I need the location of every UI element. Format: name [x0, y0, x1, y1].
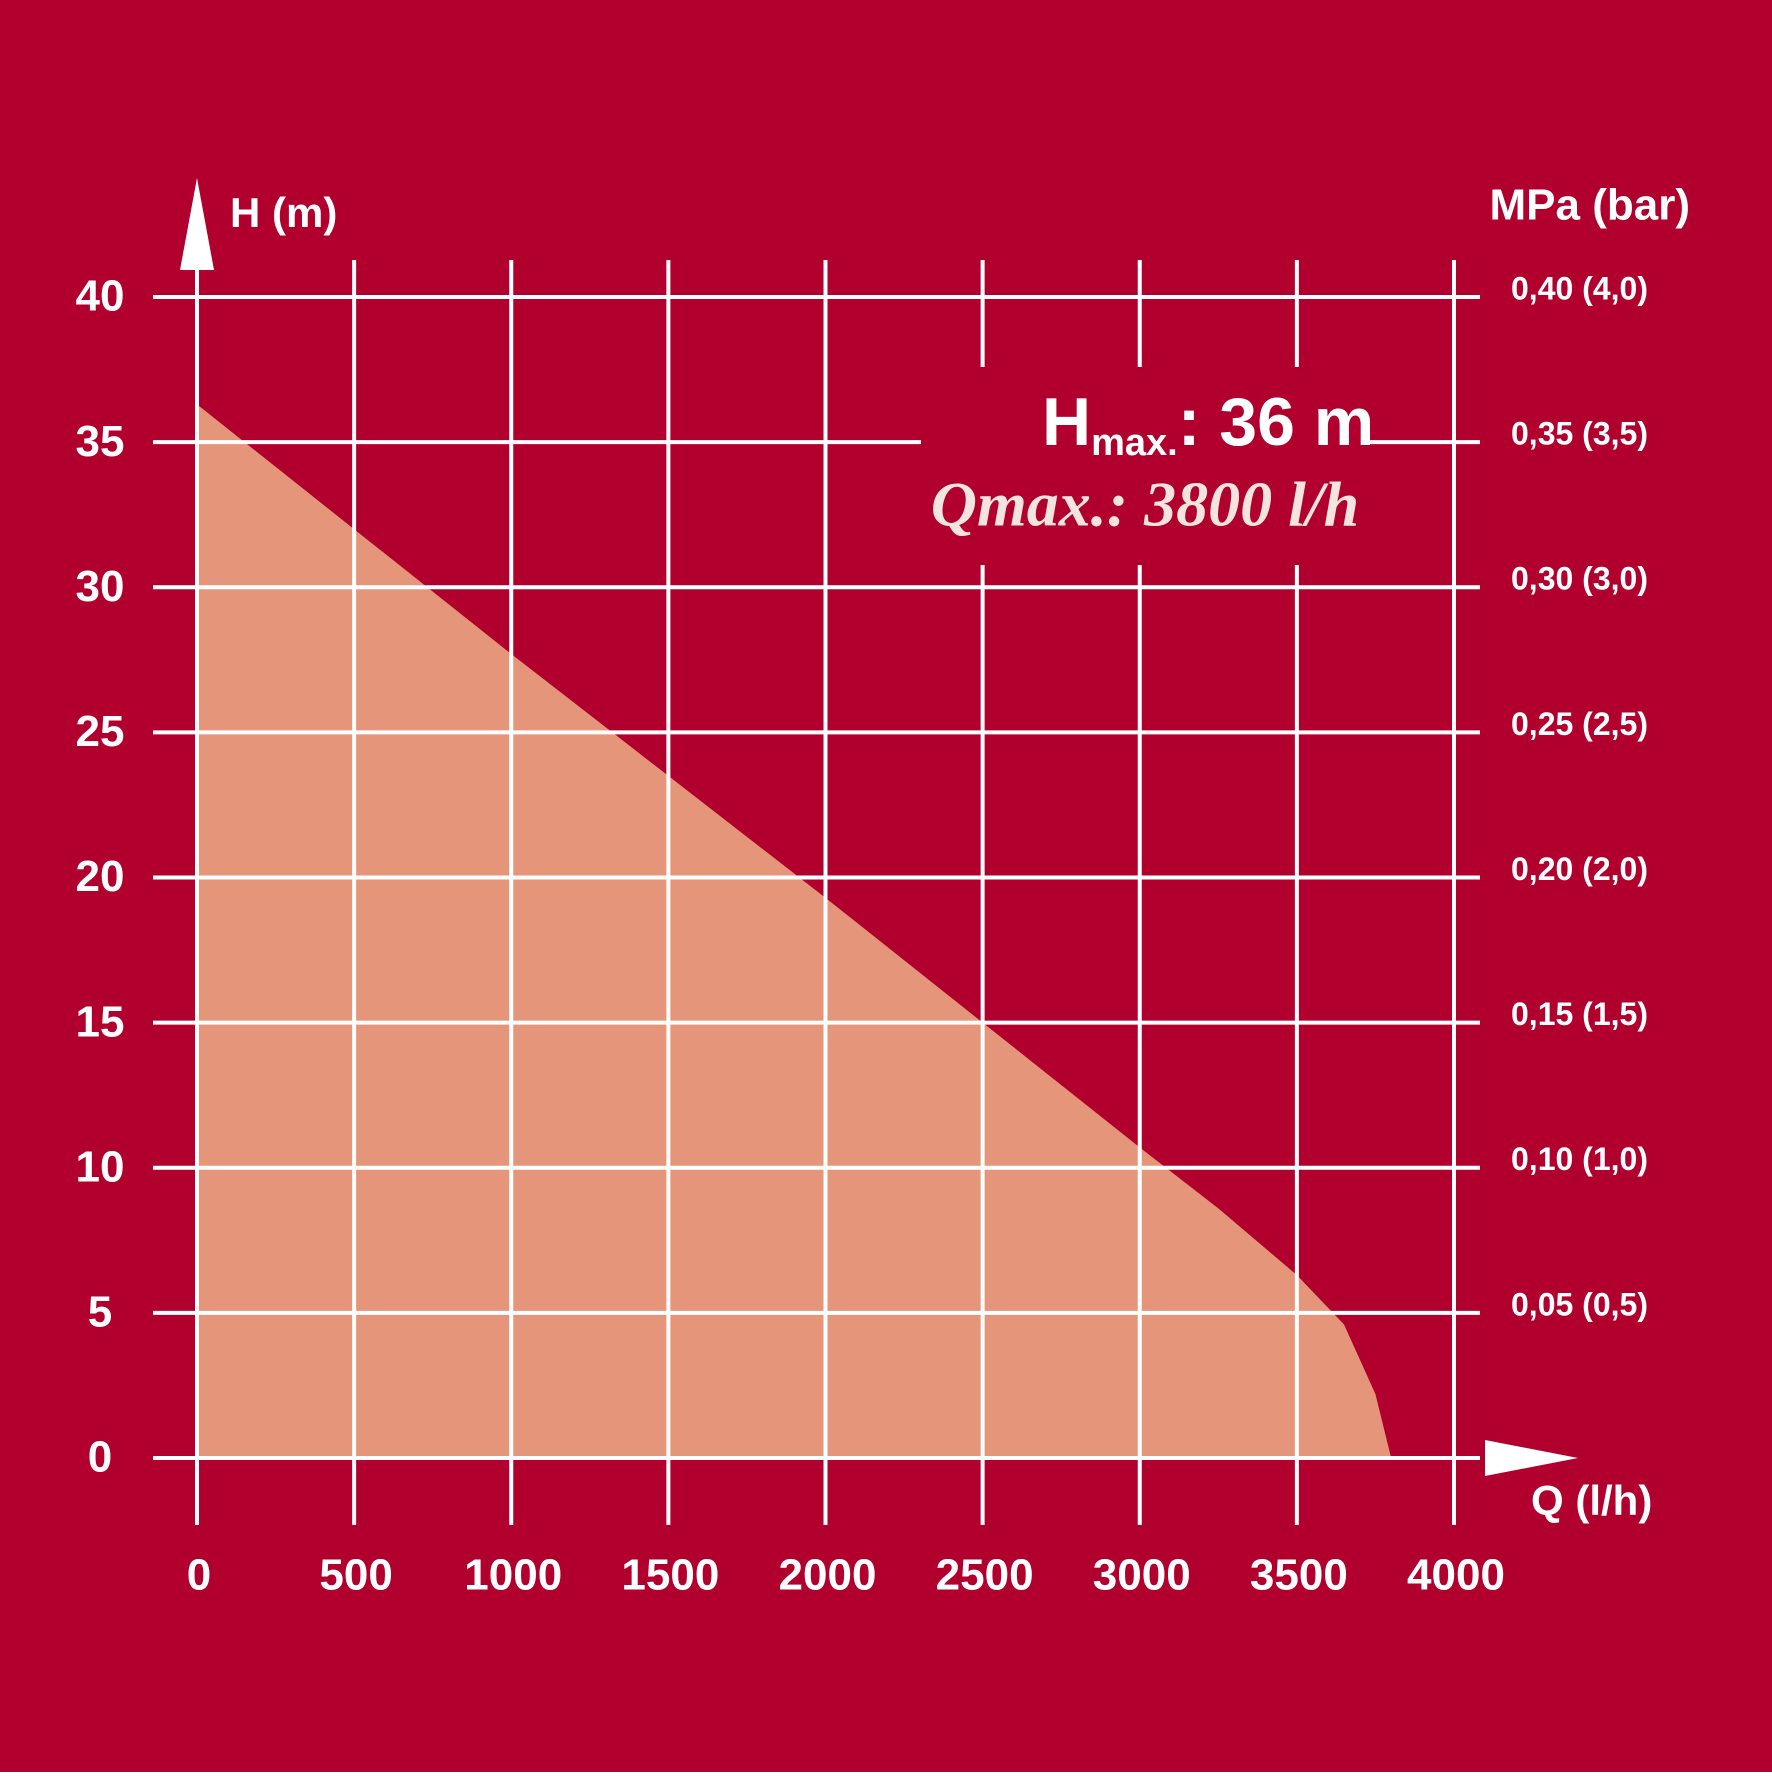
y-axis-arrow	[180, 178, 214, 270]
x-tick-label: 3000	[1093, 1551, 1191, 1600]
y-tick-label: 15	[76, 997, 125, 1046]
y-tick-label: 35	[76, 417, 125, 466]
y2-axis-label: MPa (bar)	[1490, 181, 1690, 230]
y-tick-label: 40	[76, 272, 125, 321]
x-tick-label: 500	[319, 1551, 392, 1600]
y2-tick-label: 0,20 (2,0)	[1511, 851, 1648, 887]
annotation-background	[921, 367, 1367, 565]
x-axis-arrow	[1485, 1440, 1578, 1476]
y2-tick-label: 0,35 (3,5)	[1511, 416, 1648, 452]
x-tick-label: 3500	[1250, 1551, 1348, 1600]
hmax-subscript: max.	[1091, 422, 1178, 464]
x-axis-label: Q (l/h)	[1531, 1477, 1652, 1524]
y-tick-label: 30	[76, 562, 125, 611]
y-tick-label: 5	[88, 1288, 112, 1337]
y2-tick-label: 0,30 (3,0)	[1511, 561, 1648, 597]
y-tick-label: 25	[76, 707, 125, 756]
x-tick-label: 1500	[621, 1551, 719, 1600]
hmax-text: : 36 m	[1178, 384, 1375, 460]
x-tick-label: 4000	[1407, 1551, 1505, 1600]
hmax-annotation: Hmax.: 36 m	[1042, 384, 1374, 464]
y-tick-label: 0	[88, 1433, 112, 1482]
y-tick-label: 10	[76, 1142, 125, 1191]
x-tick-label: 1000	[464, 1551, 562, 1600]
y-axis-label: H (m)	[230, 189, 337, 236]
y2-tick-label: 0,40 (4,0)	[1511, 270, 1648, 306]
x-tick-label: 2500	[936, 1551, 1034, 1600]
y-tick-label: 20	[76, 852, 125, 901]
area	[197, 404, 1392, 1459]
y2-tick-label: 0,10 (1,0)	[1511, 1141, 1648, 1177]
x-tick-label: 2000	[779, 1551, 877, 1600]
qmax-annotation: Qmax.: 3800 l/h	[931, 469, 1359, 540]
y2-tick-label: 0,05 (0,5)	[1511, 1286, 1648, 1322]
y2-tick-label: 0,15 (1,5)	[1511, 996, 1648, 1032]
y2-tick-label: 0,25 (2,5)	[1511, 706, 1648, 742]
x-tick-label: 0	[187, 1551, 211, 1600]
hmax-symbol: H	[1042, 384, 1091, 460]
